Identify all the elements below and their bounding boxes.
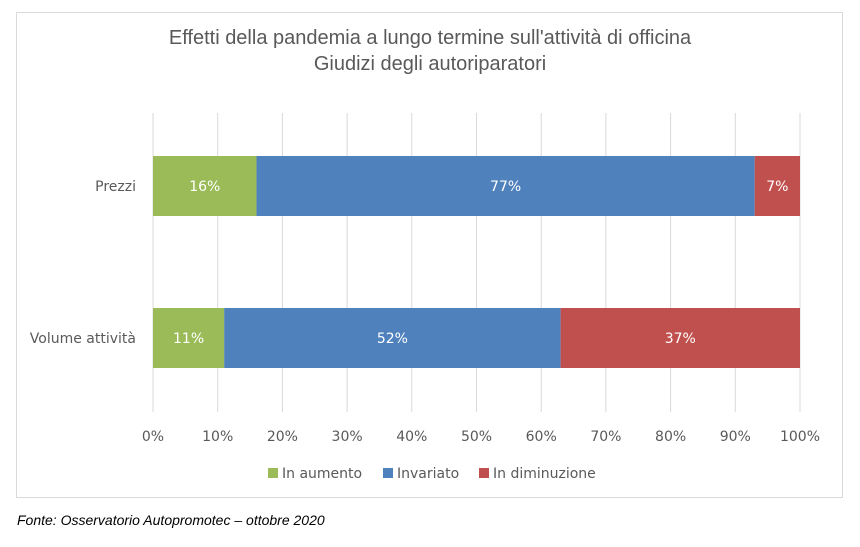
x-tick-label: 20% <box>267 429 298 445</box>
bar-segment <box>560 308 800 368</box>
x-tick-label: 30% <box>332 429 363 445</box>
x-tick-label: 10% <box>202 429 233 445</box>
legend-label: In aumento <box>282 466 362 482</box>
legend-swatch <box>479 468 489 478</box>
bar-segment <box>224 308 561 368</box>
bar-segment <box>153 156 257 216</box>
data-label: 16% <box>189 179 220 195</box>
x-tick-label: 100% <box>780 429 820 445</box>
data-label: 52% <box>377 331 408 347</box>
legend-swatch <box>383 468 393 478</box>
x-tick-label: 90% <box>720 429 751 445</box>
legend-label: Invariato <box>397 466 459 482</box>
x-tick-label: 80% <box>655 429 686 445</box>
data-label: 7% <box>766 179 788 195</box>
bar-segment <box>153 308 225 368</box>
x-tick-label: 0% <box>142 429 164 445</box>
chart-title: Effetti della pandemia a lungo termine s… <box>168 27 692 49</box>
bar-segment <box>754 156 800 216</box>
y-category-label: Volume attività <box>30 331 136 347</box>
chart-frame <box>16 12 843 498</box>
data-label: 11% <box>173 331 204 347</box>
bar-segment <box>256 156 755 216</box>
x-tick-label: 70% <box>590 429 621 445</box>
chart-title-block: Effetti della pandemia a lungo termine s… <box>0 25 860 77</box>
x-tick-label: 60% <box>526 429 557 445</box>
source-note: Fonte: Osservatorio Autopromotec – ottob… <box>17 512 325 528</box>
legend-label: In diminuzione <box>493 466 596 482</box>
chart-subtitle: Giudizi degli autoriparatori <box>313 53 547 75</box>
data-label: 37% <box>665 331 696 347</box>
y-category-label: Prezzi <box>95 179 136 195</box>
x-tick-label: 40% <box>396 429 427 445</box>
x-tick-label: 50% <box>461 429 492 445</box>
data-label: 77% <box>490 179 521 195</box>
legend-swatch <box>268 468 278 478</box>
